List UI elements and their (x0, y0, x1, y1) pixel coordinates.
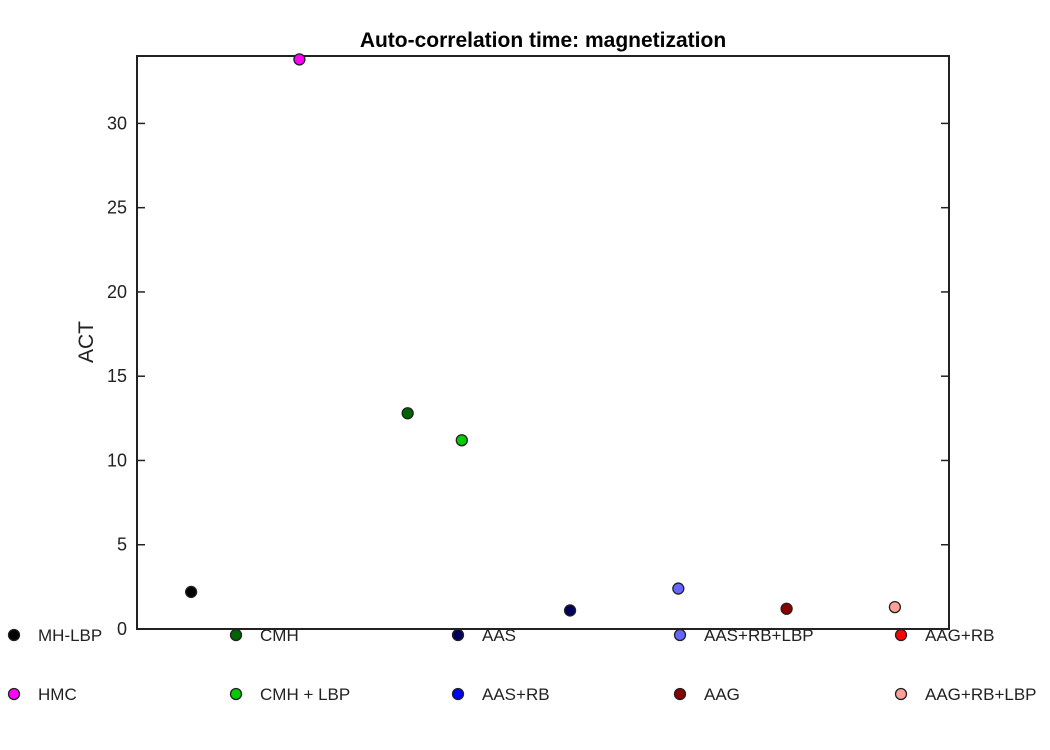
data-point (888, 600, 902, 614)
legend-marker (7, 687, 21, 701)
legend-label: AAS+RB (482, 685, 550, 704)
chart-title: Auto-correlation time: magnetization (360, 29, 726, 52)
data-point (293, 53, 306, 66)
data-point (780, 602, 793, 615)
data-point (184, 585, 198, 599)
y-tick-label: 25 (107, 198, 127, 218)
legend-label: AAS+RB+LBP (704, 626, 814, 645)
legend-marker (451, 628, 465, 642)
legend-marker (894, 687, 908, 701)
legend-label: CMH (260, 626, 299, 645)
legend-label: AAG+RB+LBP (925, 685, 1037, 704)
data-points (184, 53, 902, 617)
y-axis-label: ACT (75, 321, 98, 363)
legend-marker (894, 628, 908, 642)
legend-label: CMH + LBP (260, 685, 350, 704)
y-tick-label: 30 (107, 113, 127, 133)
y-tick-label: 0 (117, 619, 127, 639)
legend-marker (229, 628, 243, 642)
y-tick-label: 15 (107, 366, 127, 386)
legend-marker (451, 687, 465, 701)
legend-label: HMC (38, 685, 77, 704)
data-point (455, 434, 468, 447)
y-tick-label: 5 (117, 535, 127, 555)
legend-marker (673, 687, 687, 701)
y-tick-label: 10 (107, 450, 127, 470)
legend-label: AAG (704, 685, 740, 704)
legend-label: AAG+RB (925, 626, 994, 645)
y-tick-label: 20 (107, 282, 127, 302)
data-point (401, 407, 414, 420)
legend-marker (229, 687, 243, 701)
legend: MH-LBP HMC CMH CMH + LBP AAS AAS+RB AAS+RB+LBP… (7, 626, 1037, 704)
plot-area-frame (136, 55, 950, 630)
data-point (563, 604, 577, 617)
legend-marker (673, 628, 687, 642)
legend-label: MH-LBP (38, 626, 102, 645)
data-point (672, 582, 685, 595)
legend-marker (7, 628, 21, 642)
legend-label: AAS (482, 626, 516, 645)
y-axis-ticks: 0 5 10 15 20 25 30 (107, 113, 949, 639)
